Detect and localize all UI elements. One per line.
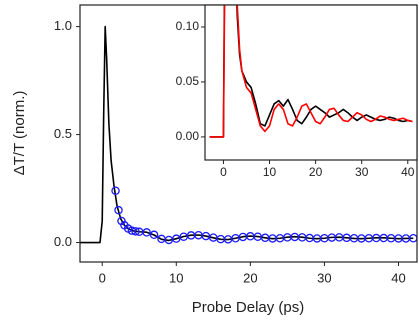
data-point (142, 228, 151, 237)
y-axis-label: ΔT/T (norm.) (11, 91, 28, 176)
y-tick-label: 0.5 (54, 126, 72, 141)
y-tick-label: 1.0 (54, 18, 72, 33)
x-tick-label: 10 (263, 165, 277, 179)
x-tick-label: 0 (99, 270, 106, 285)
plot-area (209, 5, 413, 138)
x-tick-label: 10 (169, 270, 183, 285)
data-point (131, 227, 140, 236)
x-tick-label: 30 (355, 165, 369, 179)
plot-area (80, 25, 417, 245)
x-tick-label: 40 (391, 270, 405, 285)
x-axis-label: Probe Delay (ps) (192, 299, 305, 316)
plot-frame (204, 4, 418, 161)
data-point (111, 186, 120, 195)
y-tick-label: 0.0 (54, 234, 72, 249)
x-tick-label: 0 (220, 165, 227, 179)
y-tick-label: 0.05 (176, 74, 200, 88)
data-point (172, 234, 181, 243)
data-point (149, 230, 159, 240)
x-tick-label: 20 (309, 165, 323, 179)
y-tick-label: 0.00 (176, 129, 200, 143)
data-line (209, 5, 413, 138)
x-tick-label: 30 (317, 270, 331, 285)
y-tick-label: 0.10 (176, 19, 200, 33)
data-point (114, 205, 123, 215)
x-tick-label: 20 (243, 270, 257, 285)
plot-background (205, 5, 417, 160)
x-tick-label: 40 (401, 165, 415, 179)
